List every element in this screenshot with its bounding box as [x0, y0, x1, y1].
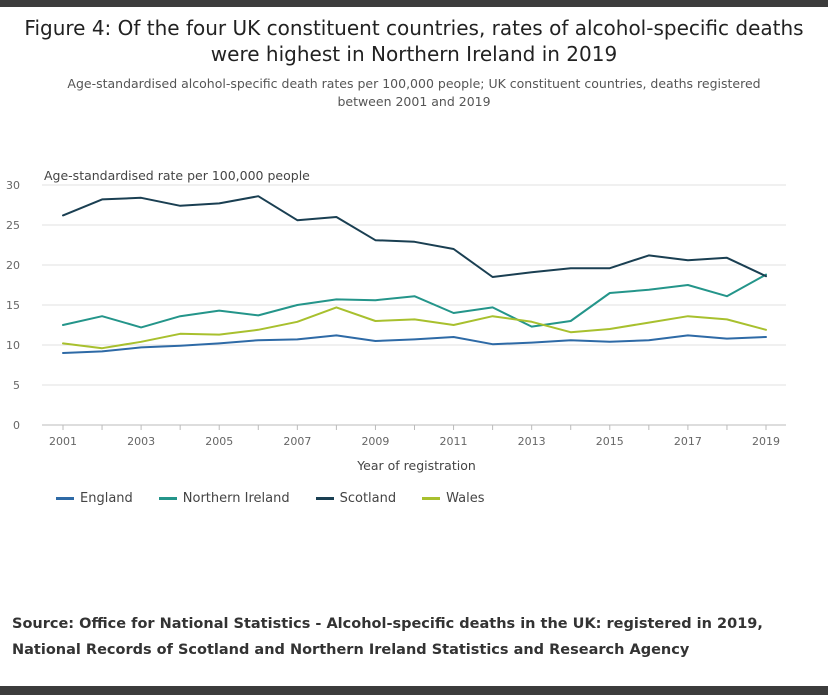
legend-item-northern-ireland: Northern Ireland	[158, 491, 290, 506]
y-tick-label: 30	[6, 179, 20, 192]
y-tick-label: 10	[6, 339, 20, 352]
y-tick-label: 5	[13, 379, 20, 392]
legend-label: Northern Ireland	[182, 491, 290, 506]
x-tick-label: 2009	[361, 435, 389, 448]
x-axis-label: Year of registration	[356, 458, 476, 473]
y-axis-label: Age-standardised rate per 100,000 people	[44, 168, 310, 183]
y-tick-label: 25	[6, 219, 20, 232]
legend-label: Wales	[446, 491, 485, 506]
series-line-england	[62, 334, 767, 354]
line-chart: 0 5 10 15 20 25 30 2001 2003 2005 2007 2009 2011 2013…	[6, 179, 786, 473]
legend-swatch	[315, 497, 334, 500]
legend-item-scotland: Scotland	[315, 491, 397, 506]
x-tick-label: 2007	[283, 435, 311, 448]
y-tick-label: 20	[6, 259, 20, 272]
legend-label: England	[80, 491, 133, 506]
series-line-wales	[62, 306, 767, 350]
chart-title: Figure 4: Of the four UK constituent cou…	[24, 16, 804, 66]
legend-swatch	[158, 497, 177, 500]
x-tick-label: 2001	[49, 435, 77, 448]
x-tick-label: 2011	[440, 435, 468, 448]
legend-item-england: England	[56, 491, 133, 506]
x-tick-label: 2015	[596, 435, 624, 448]
y-tick-label: 15	[6, 299, 20, 312]
source-line-2: National Records of Scotland and Norther…	[12, 642, 690, 658]
figure-frame: Figure 4: Of the four UK constituent cou…	[0, 7, 828, 686]
x-tick-label: 2017	[674, 435, 702, 448]
x-tick-label: 2013	[518, 435, 546, 448]
x-tick-label: 2005	[205, 435, 233, 448]
series-line-northern-ireland	[62, 273, 767, 329]
legend-label: Scotland	[339, 491, 397, 506]
source-line-1: Source: Office for National Statistics -…	[12, 616, 763, 632]
chart-subtitle: Age-standardised alcohol-specific death …	[67, 76, 761, 109]
legend-swatch	[422, 497, 441, 500]
y-tick-label: 0	[13, 419, 20, 432]
legend-item-wales: Wales	[422, 491, 485, 506]
x-tick-label: 2003	[127, 435, 155, 448]
x-tick-label: 2019	[752, 435, 780, 448]
series-line-scotland	[62, 195, 767, 278]
source-note: Source: Office for National Statistics -…	[12, 611, 812, 663]
legend: England Northern Ireland Scotland Wales	[56, 491, 485, 506]
legend-swatch	[56, 497, 74, 500]
